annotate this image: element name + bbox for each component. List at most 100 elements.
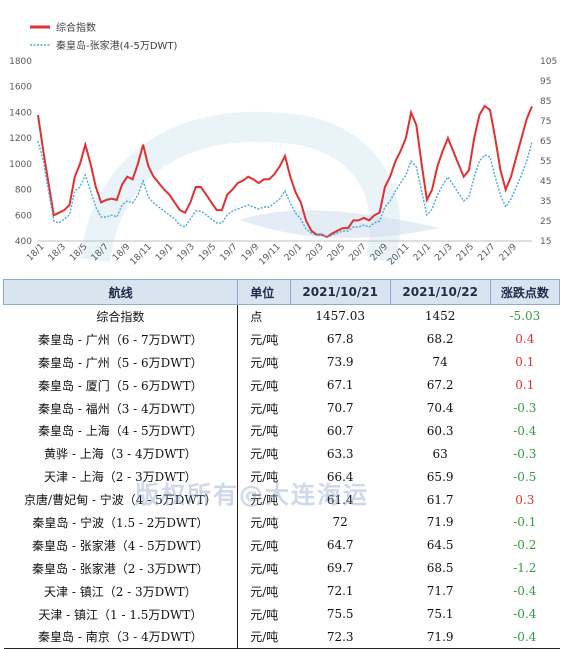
y-right-tick-label: 75 xyxy=(540,117,551,127)
unit-cell: 元/吨 xyxy=(250,401,279,416)
change-cell: -0.3 xyxy=(513,401,537,415)
y-left-tick-label: 800 xyxy=(15,186,32,196)
y-right-tick-label: 55 xyxy=(540,157,551,167)
change-cell: 0.4 xyxy=(515,332,535,347)
route-cell: 天津 - 上海（2 - 3万DWT） xyxy=(3,465,239,489)
header-route: 航线 xyxy=(2,279,239,305)
legend-label-qhd-zjg: 秦皇岛-张家港(4-5万DWT) xyxy=(56,39,178,52)
value-cell-date-1: 61.4 xyxy=(326,492,354,507)
route-cell: 京唐/曹妃甸 - 宁波（4 - 5万DWT） xyxy=(3,488,239,512)
table-row: 黄骅 - 上海（3 - 4万DWT） 元/吨 63.3 63 -0.3 xyxy=(3,442,560,466)
table-row: 秦皇岛 - 广州（5 - 6万DWT） 元/吨 73.9 74 0.1 xyxy=(3,350,560,374)
change-cell: -0.4 xyxy=(490,625,560,649)
value-cell-date-1: 69.7 xyxy=(326,561,354,576)
unit-cell: 元/吨 xyxy=(250,607,279,622)
series-qhd-zjg-line xyxy=(37,140,533,238)
y-right-tick-label: 85 xyxy=(540,97,551,107)
y-right-tick-label: 35 xyxy=(540,197,551,207)
value-cell-date-2: 71.7 xyxy=(426,584,454,599)
table-row: 秦皇岛 - 张家港（4 - 5万DWT） 元/吨 64.7 64.5 -0.2 xyxy=(3,533,560,557)
legend-label-composite-index: 综合指数 xyxy=(56,21,96,34)
route-cell: 天津 - 镇江（1 - 1.5万DWT） xyxy=(3,602,239,626)
table-row: 秦皇岛 - 广州（6 - 7万DWT） 元/吨 67.8 68.2 0.4 xyxy=(3,327,560,351)
table-body: 综合指数点 1457.03 1452 -5.03 秦皇岛 - 广州（6 - 7万DWT）… xyxy=(3,304,560,649)
y-right-tick-label: 45 xyxy=(540,177,551,187)
route-cell: 天津 - 镇江（2 - 3万DWT） xyxy=(3,579,239,603)
change-cell: -5.03 xyxy=(509,309,541,324)
change-cell: -0.3 xyxy=(513,446,537,461)
watermark-logo-arc xyxy=(80,111,401,265)
unit-cell: 元/吨 xyxy=(250,584,279,599)
route-cell: 秦皇岛 - 张家港（4 - 5万DWT） xyxy=(3,533,239,557)
unit-cell: 元/吨 xyxy=(250,538,279,553)
route-cell: 秦皇岛 - 张家港（2 - 3万DWT） xyxy=(3,556,239,580)
table-row: 天津 - 镇江（2 - 3万DWT） 元/吨 72.1 71.7 -0.4 xyxy=(3,579,560,603)
unit-cell: 点 xyxy=(250,309,263,324)
value-cell-date-2: 65.9 xyxy=(426,469,454,484)
value-cell-date-1: 72.1 xyxy=(326,584,354,599)
change-cell: -0.4 xyxy=(513,423,537,438)
y-left-tick-label: 600 xyxy=(15,211,32,221)
table-header-row: 航线 单位 2021/10/21 2021/10/22 涨跌点数 xyxy=(2,279,561,305)
value-cell-date-2: 60.3 xyxy=(426,423,454,438)
value-cell-date-2: 71.9 xyxy=(426,515,454,530)
route-cell: 秦皇岛 - 宁波（1.5 - 2万DWT） xyxy=(3,511,239,534)
change-cell: -0.1 xyxy=(513,515,537,530)
unit-cell: 元/吨 xyxy=(250,378,279,393)
value-cell-date-2: 75.1 xyxy=(426,607,454,622)
value-cell-date-1: 60.7 xyxy=(326,423,354,438)
unit-cell: 元/吨 xyxy=(250,561,279,576)
route-cell: 秦皇岛 - 广州（5 - 6万DWT） xyxy=(3,350,239,374)
value-cell-date-2: 70.4 xyxy=(426,401,454,415)
change-cell: -0.2 xyxy=(513,538,537,553)
table-row: 秦皇岛 - 南京（3 - 4万DWT） 元/吨 72.3 71.9 -0.4 xyxy=(3,625,560,649)
change-cell: -0.4 xyxy=(513,607,537,622)
value-cell-date-2: 61.7 xyxy=(426,492,454,507)
change-cell: -1.2 xyxy=(513,561,537,576)
value-cell-date-2: 67.2 xyxy=(426,378,454,393)
value-cell-date-2: 64.5 xyxy=(426,538,454,553)
unit-cell: 元/吨 xyxy=(250,355,279,370)
unit-cell: 元/吨 xyxy=(250,493,279,508)
value-cell-date-1: 70.7 xyxy=(326,401,354,415)
route-cell: 秦皇岛 - 南京（3 - 4万DWT） xyxy=(3,625,239,649)
value-cell-date-2: 74 xyxy=(432,355,448,370)
route-cell: 秦皇岛 - 广州（6 - 7万DWT） xyxy=(3,327,239,351)
table-row: 天津 - 镇江（1 - 1.5万DWT） 元/吨 75.5 75.1 -0.4 xyxy=(3,602,560,626)
table-row: 秦皇岛 - 张家港（2 - 3万DWT） 元/吨 69.7 68.5 -1.2 xyxy=(3,556,560,580)
y-right-tick-label: 95 xyxy=(540,77,551,87)
route-cell: 综合指数 xyxy=(3,304,239,328)
value-cell-date-1: 63.3 xyxy=(326,446,354,461)
change-cell: 0.1 xyxy=(515,378,535,393)
watermark-logo-wing xyxy=(240,210,440,238)
value-cell-date-1: 73.9 xyxy=(326,355,354,370)
series-composite-index-line xyxy=(37,104,533,239)
value-cell-date-1: 72.3 xyxy=(290,625,391,649)
header-date-1: 2021/10/21 xyxy=(289,279,391,305)
route-cell: 秦皇岛 - 厦门（5 - 6万DWT） xyxy=(3,373,239,397)
y-left-tick-label: 1200 xyxy=(9,134,32,144)
value-cell-date-1: 64.7 xyxy=(326,538,354,553)
value-cell-date-1: 75.5 xyxy=(326,607,354,622)
change-cell: -0.4 xyxy=(513,584,537,599)
value-cell-date-1: 67.1 xyxy=(326,378,354,393)
route-cell: 秦皇岛 - 福州（3 - 4万DWT） xyxy=(3,396,239,420)
unit-cell: 元/吨 xyxy=(250,470,279,485)
change-cell: 0.1 xyxy=(515,355,535,370)
y-right-tick-label: 25 xyxy=(540,217,551,227)
y-left-tick-label: 1800 xyxy=(9,57,32,67)
y-right-tick-label: 65 xyxy=(540,137,551,147)
header-date-2: 2021/10/22 xyxy=(389,279,491,305)
unit-cell: 元/吨 xyxy=(250,447,279,462)
value-cell-date-2: 63 xyxy=(432,446,448,461)
y-left-tick-label: 400 xyxy=(15,237,32,247)
value-cell-date-1: 1457.03 xyxy=(315,309,365,324)
value-cell-date-2: 68.2 xyxy=(426,332,454,347)
unit-cell: 元/吨 xyxy=(250,424,279,439)
freight-rate-table: 航线 单位 2021/10/21 2021/10/22 涨跌点数 综合指数点 14… xyxy=(2,279,561,649)
value-cell-date-1: 67.8 xyxy=(326,332,354,347)
y-right-tick-label: 105 xyxy=(540,57,557,67)
value-cell-date-2: 68.5 xyxy=(426,561,454,576)
table-row: 秦皇岛 - 宁波（1.5 - 2万DWT） 元/吨 72 71.9 -0.1 xyxy=(3,511,560,534)
y-left-tick-label: 1600 xyxy=(9,83,32,93)
